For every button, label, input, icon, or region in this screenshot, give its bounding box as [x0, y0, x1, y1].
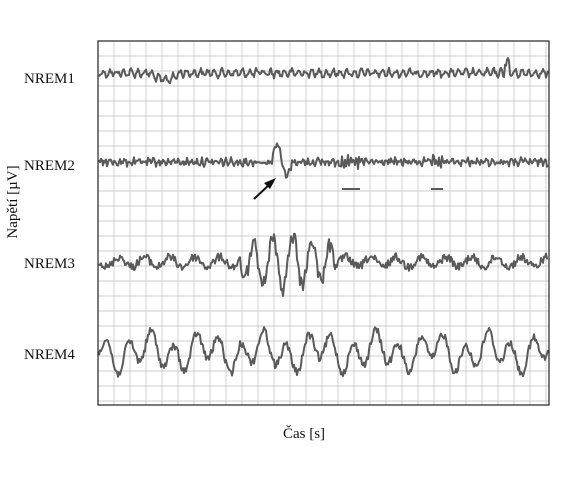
annotations — [253, 178, 443, 200]
y-axis-label: Napětí [µV] — [5, 165, 21, 238]
x-axis-label: Čas [s] — [283, 425, 325, 442]
series-label-nrem3: NREM3 — [24, 256, 75, 272]
series-label-nrem4: NREM4 — [24, 347, 75, 363]
trace-nrem3 — [98, 232, 548, 297]
traces — [98, 57, 549, 378]
series-label-nrem1: NREM1 — [24, 71, 75, 87]
trace-nrem4 — [98, 326, 549, 378]
trace-nrem2 — [98, 142, 549, 179]
k-complex-arrow-head — [264, 178, 276, 189]
series-label-nrem2: NREM2 — [24, 158, 75, 174]
plot-frame — [97, 40, 550, 406]
trace-nrem1 — [98, 57, 549, 85]
